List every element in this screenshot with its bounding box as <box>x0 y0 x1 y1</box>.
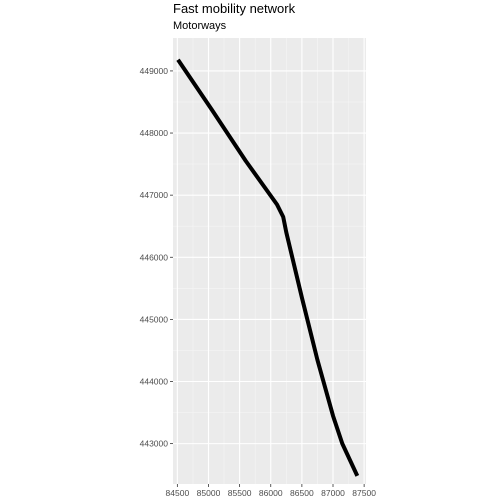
y-tick-label: 449000 <box>140 66 169 76</box>
x-tick-label: 85500 <box>228 488 252 498</box>
y-tick-label: 445000 <box>140 314 169 324</box>
chart-subtitle: Motorways <box>173 20 227 32</box>
y-tick-label: 448000 <box>140 128 169 138</box>
x-axis: 84500 85000 85500 86000 86500 87000 87500 <box>166 484 376 498</box>
x-tick-label: 85000 <box>197 488 221 498</box>
x-tick-label: 86500 <box>290 488 314 498</box>
y-tick-label: 446000 <box>140 252 169 262</box>
motorway-line <box>176 58 360 477</box>
x-tick-label: 84500 <box>166 488 190 498</box>
plot-panel <box>173 38 366 484</box>
y-tick-label: 447000 <box>140 190 169 200</box>
x-tick-label: 87000 <box>321 488 345 498</box>
y-axis: 443000 444000 445000 446000 447000 448000 4490… <box>140 66 173 449</box>
chart-title: Fast mobility network <box>173 1 296 16</box>
y-tick-label: 444000 <box>140 377 169 387</box>
x-tick-label: 86000 <box>259 488 283 498</box>
x-tick-label: 87500 <box>352 488 376 498</box>
y-tick-label: 443000 <box>140 439 169 449</box>
major-gridlines <box>173 38 366 484</box>
